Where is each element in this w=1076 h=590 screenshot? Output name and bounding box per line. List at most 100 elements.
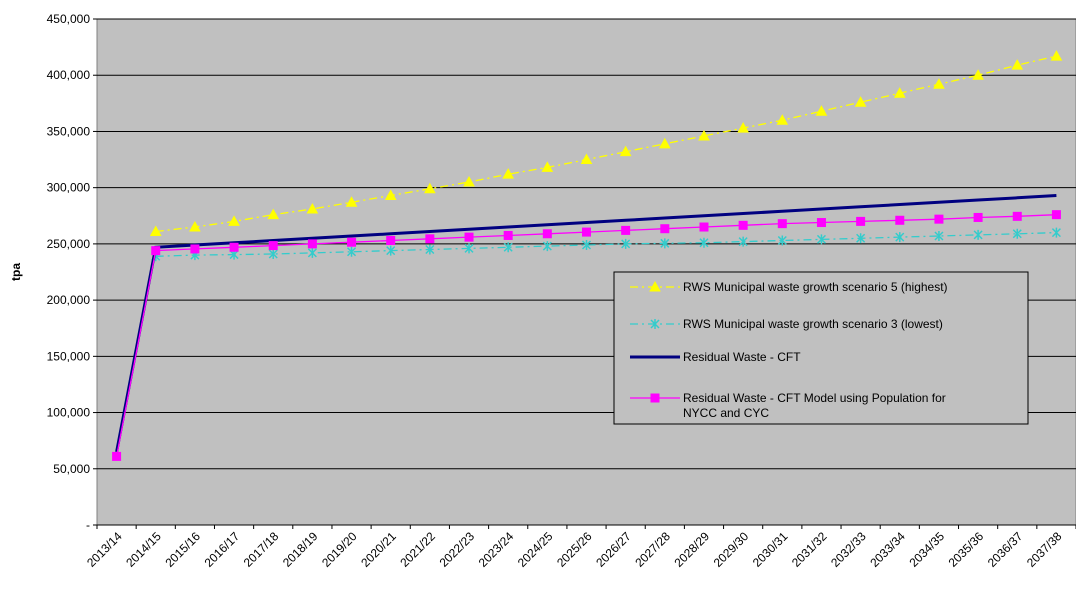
x-tick-label: 2015/16 bbox=[162, 529, 203, 570]
data-point bbox=[619, 145, 632, 157]
x-axis-ticks: 2013/142014/152015/162016/172017/182018/… bbox=[84, 524, 1076, 570]
data-point bbox=[1050, 50, 1063, 61]
x-tick-label: 2016/17 bbox=[202, 529, 243, 570]
data-point bbox=[464, 232, 474, 242]
series-2 bbox=[151, 227, 1061, 262]
series-line bbox=[115, 194, 1057, 453]
legend-label: Residual Waste - CFT bbox=[683, 350, 801, 364]
x-tick-label: 2013/14 bbox=[84, 529, 125, 570]
y-tick-label: 450,000 bbox=[47, 12, 91, 26]
y-tick-label: 400,000 bbox=[47, 68, 91, 82]
data-point bbox=[112, 451, 122, 461]
x-tick-label: 2021/22 bbox=[397, 529, 438, 570]
x-tick-label: 2014/15 bbox=[123, 529, 164, 570]
data-point bbox=[658, 137, 671, 149]
data-point bbox=[307, 239, 317, 249]
series-3 bbox=[115, 194, 1057, 453]
data-point bbox=[738, 236, 748, 247]
y-axis-ticks: - 50,000 100,000 150,000 200,000 250,000 300,0… bbox=[47, 12, 97, 532]
data-point bbox=[267, 208, 280, 220]
data-point bbox=[650, 393, 660, 403]
data-point bbox=[699, 237, 709, 248]
y-tick-label: 50,000 bbox=[53, 462, 90, 476]
x-tick-label: 2025/26 bbox=[554, 529, 595, 570]
data-point bbox=[621, 225, 631, 235]
data-point bbox=[190, 244, 200, 254]
data-point bbox=[738, 220, 748, 230]
y-tick-label: 350,000 bbox=[47, 124, 91, 138]
series-lines bbox=[112, 50, 1063, 461]
data-point bbox=[306, 203, 319, 214]
x-tick-label: 2017/18 bbox=[241, 529, 282, 570]
data-point bbox=[268, 241, 278, 251]
legend: RWS Municipal waste growth scenario 5 (h… bbox=[613, 271, 1029, 425]
data-point bbox=[893, 87, 906, 98]
x-tick-label: 2031/32 bbox=[789, 529, 830, 570]
data-point bbox=[1051, 227, 1061, 238]
legend-box bbox=[613, 271, 1029, 425]
legend-label: Residual Waste - CFT Model using Populat… bbox=[683, 391, 946, 420]
data-point bbox=[229, 242, 239, 252]
x-tick-label: 2020/21 bbox=[358, 529, 399, 570]
data-point bbox=[934, 231, 944, 242]
data-point bbox=[660, 224, 670, 234]
x-tick-label: 2034/35 bbox=[906, 529, 947, 570]
data-point bbox=[347, 246, 357, 257]
data-point bbox=[699, 222, 709, 232]
data-point bbox=[854, 96, 867, 107]
data-point bbox=[503, 242, 513, 253]
x-tick-label: 2027/28 bbox=[632, 529, 673, 570]
data-point bbox=[307, 247, 317, 258]
x-tick-label: 2033/34 bbox=[867, 529, 908, 570]
series-4 bbox=[112, 210, 1061, 461]
data-point bbox=[581, 240, 592, 251]
x-tick-label: 2028/29 bbox=[672, 529, 713, 570]
data-point bbox=[384, 189, 397, 201]
data-point bbox=[660, 238, 670, 249]
data-point bbox=[502, 168, 515, 179]
data-point bbox=[425, 244, 435, 255]
data-point bbox=[151, 246, 161, 256]
data-point bbox=[650, 319, 660, 329]
data-point bbox=[973, 212, 983, 222]
data-point bbox=[933, 78, 945, 89]
y-tick-label: 300,000 bbox=[47, 181, 91, 195]
data-point bbox=[228, 215, 240, 226]
x-tick-label: 2036/37 bbox=[985, 529, 1026, 570]
series-1 bbox=[149, 50, 1063, 237]
y-tick-label: - bbox=[86, 518, 90, 532]
x-tick-label: 2018/19 bbox=[280, 529, 321, 570]
data-point bbox=[895, 232, 905, 243]
x-tick-label: 2032/33 bbox=[828, 529, 869, 570]
x-tick-label: 2022/23 bbox=[437, 529, 478, 570]
y-axis-label: tpa bbox=[9, 263, 23, 281]
data-point bbox=[347, 237, 357, 247]
data-point bbox=[541, 161, 554, 172]
data-point bbox=[1051, 210, 1061, 220]
data-point bbox=[345, 196, 358, 207]
x-tick-label: 2019/20 bbox=[319, 529, 360, 570]
data-point bbox=[777, 235, 787, 246]
data-point bbox=[777, 219, 787, 229]
series-line bbox=[155, 231, 1057, 257]
data-point bbox=[503, 230, 513, 240]
x-tick-label: 2024/25 bbox=[515, 529, 556, 570]
data-point bbox=[973, 229, 983, 240]
data-point bbox=[621, 238, 631, 249]
y-tick-label: 250,000 bbox=[47, 237, 91, 251]
data-point bbox=[815, 105, 828, 116]
x-tick-label: 2026/27 bbox=[593, 529, 634, 570]
y-tick-label: 150,000 bbox=[47, 349, 91, 363]
data-point bbox=[268, 249, 278, 260]
data-point bbox=[698, 129, 710, 141]
data-point bbox=[582, 227, 591, 237]
data-point bbox=[972, 69, 984, 80]
data-point bbox=[463, 176, 475, 187]
data-point bbox=[856, 216, 866, 226]
data-point bbox=[737, 122, 749, 133]
y-tick-label: 200,000 bbox=[47, 293, 91, 307]
data-point bbox=[776, 114, 789, 125]
legend-label: RWS Municipal waste growth scenario 5 (h… bbox=[683, 280, 948, 294]
data-point bbox=[1012, 228, 1022, 239]
